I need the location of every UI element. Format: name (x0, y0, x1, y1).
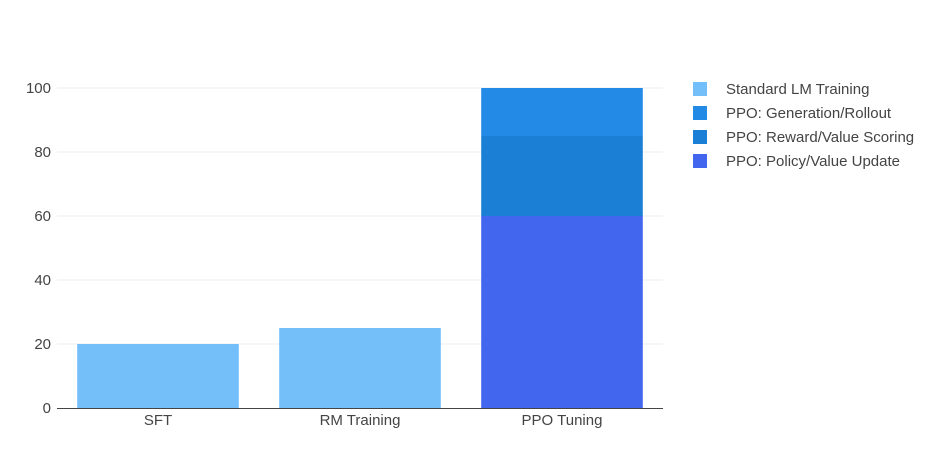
legend-swatch (693, 82, 707, 96)
legend-swatch (693, 154, 707, 168)
y-tick-label: 80 (34, 144, 51, 161)
x-tick-labels: SFT RM Training PPO Tuning (144, 412, 603, 429)
bar-ppo-tuning-ppo-policy-value-update[interactable] (481, 216, 643, 408)
bar-ppo-tuning-ppo-reward-value-scoring[interactable] (481, 136, 643, 216)
legend-item[interactable]: Standard LM Training (693, 81, 869, 98)
bar-ppo-tuning-ppo-generation-rollout[interactable] (481, 88, 643, 136)
legend: Standard LM Training PPO: Generation/Roll… (693, 81, 914, 170)
bars (77, 88, 643, 408)
legend-label: Standard LM Training (726, 81, 869, 98)
x-tick-label: PPO Tuning (522, 412, 603, 429)
y-tick-label: 0 (43, 400, 51, 417)
legend-label: PPO: Policy/Value Update (726, 153, 900, 170)
bar-sft-standard-lm-training[interactable] (77, 344, 239, 408)
x-tick-label: RM Training (320, 412, 401, 429)
y-tick-label: 100 (26, 80, 51, 97)
x-tick-label: SFT (144, 412, 172, 429)
legend-swatch (693, 130, 707, 144)
y-tick-labels: 0 20 40 60 80 100 (26, 80, 51, 417)
legend-item[interactable]: PPO: Generation/Rollout (693, 105, 892, 122)
legend-label: PPO: Reward/Value Scoring (726, 129, 914, 146)
y-tick-label: 60 (34, 208, 51, 225)
legend-item[interactable]: PPO: Reward/Value Scoring (693, 129, 914, 146)
bar-rm-training-standard-lm-training[interactable] (279, 328, 441, 408)
y-tick-label: 20 (34, 336, 51, 353)
legend-item[interactable]: PPO: Policy/Value Update (693, 153, 900, 170)
legend-label: PPO: Generation/Rollout (726, 105, 892, 122)
y-tick-label: 40 (34, 272, 51, 289)
legend-swatch (693, 106, 707, 120)
